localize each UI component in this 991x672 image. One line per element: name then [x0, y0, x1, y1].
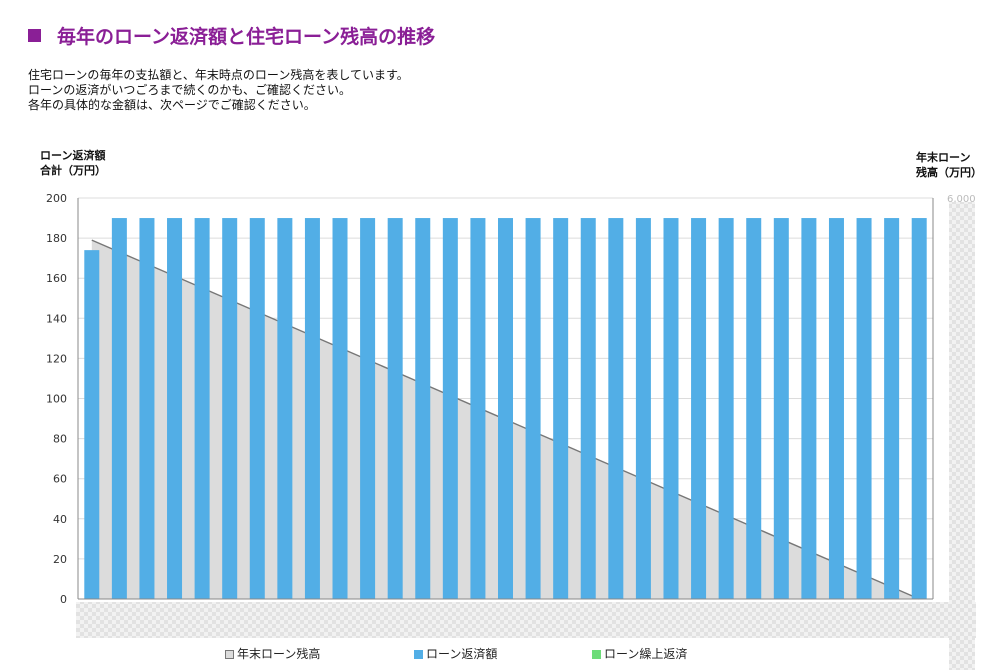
y-tick-label: 180: [46, 232, 67, 245]
legend-label: ローン繰上返済: [604, 647, 688, 661]
bar: [580, 218, 596, 600]
bar: [249, 218, 265, 600]
bar: [111, 218, 127, 600]
left-axis-title-line: ローン返済額: [40, 149, 106, 162]
bar: [856, 218, 872, 600]
tick-labels: 0 20 40 60 80 100 120 140 160 180 200 6,000: [46, 192, 976, 606]
bar: [746, 218, 762, 600]
bar: [525, 218, 541, 600]
obscured-right-axis-strip: [949, 202, 975, 670]
y-tick-label: 0: [60, 593, 67, 606]
legend-label: 年末ローン残高: [237, 647, 321, 661]
y-tick-label: 160: [46, 272, 67, 285]
obscured-strips: [76, 202, 976, 670]
bar-layer: [84, 218, 927, 600]
bar: [360, 218, 376, 600]
page-title: 毎年のローン返済額と住宅ローン残高の推移: [28, 22, 435, 49]
right-axis-title-line: 残高（万円）: [916, 166, 982, 179]
legend-swatch: [225, 650, 234, 659]
bar: [828, 218, 844, 600]
legend-label: ローン返済額: [426, 647, 498, 661]
y-tick-label: 60: [53, 473, 67, 486]
bar: [884, 218, 900, 600]
bar: [691, 218, 707, 600]
legend-item-prepayment: ローン繰上返済: [592, 645, 687, 662]
legend-item-repayment: ローン返済額: [414, 645, 497, 662]
bar: [139, 218, 155, 600]
right-axis-title: 年末ローン 残高（万円）: [916, 150, 982, 180]
left-axis-title-line: 合計（万円）: [40, 164, 106, 177]
title-square-icon: [28, 29, 41, 42]
bar: [442, 218, 458, 600]
bar: [801, 218, 817, 600]
bar: [332, 218, 348, 600]
right-y-tick-label: 6,000: [947, 194, 976, 205]
axes-layer: [77, 198, 934, 600]
y-tick-label: 200: [46, 192, 67, 205]
bar: [194, 218, 210, 600]
y-tick-label: 100: [46, 393, 67, 406]
bar: [663, 218, 679, 600]
y-tick-label: 20: [53, 553, 67, 566]
left-axis-title: ローン返済額 合計（万円）: [40, 148, 106, 178]
legend-swatch: [414, 650, 423, 659]
bar: [167, 218, 183, 600]
description-line: 住宅ローンの毎年の支払額と、年末時点のローン残高を表しています。: [28, 68, 409, 82]
description: 住宅ローンの毎年の支払額と、年末時点のローン残高を表しています。 ローンの返済が…: [28, 68, 409, 113]
bar: [498, 218, 513, 600]
legend-item-balance: 年末ローン残高: [225, 645, 320, 662]
description-line: 各年の具体的な金額は、次ページでご確認ください。: [28, 98, 316, 112]
right-axis-title-line: 年末ローン: [916, 151, 971, 164]
bar: [718, 218, 734, 600]
legend-swatch: [592, 650, 601, 659]
y-tick-label: 120: [46, 352, 67, 365]
bar: [84, 250, 100, 599]
bar: [415, 218, 431, 600]
y-tick-label: 40: [53, 513, 67, 526]
bar: [387, 218, 403, 600]
bar: [911, 218, 927, 600]
bar: [635, 218, 651, 600]
bar: [277, 218, 293, 600]
bar: [608, 218, 624, 600]
bar: [553, 218, 569, 600]
y-tick-label: 80: [53, 433, 67, 446]
y-tick-label: 140: [46, 312, 67, 325]
description-line: ローンの返済がいつごろまで続くのかも、ご確認ください。: [28, 83, 352, 97]
bar: [470, 218, 486, 600]
title-text: 毎年のローン返済額と住宅ローン残高の推移: [57, 26, 436, 48]
bar: [304, 218, 320, 600]
obscured-x-axis-strip: [76, 602, 976, 638]
bar: [773, 218, 789, 600]
bar: [222, 218, 238, 600]
